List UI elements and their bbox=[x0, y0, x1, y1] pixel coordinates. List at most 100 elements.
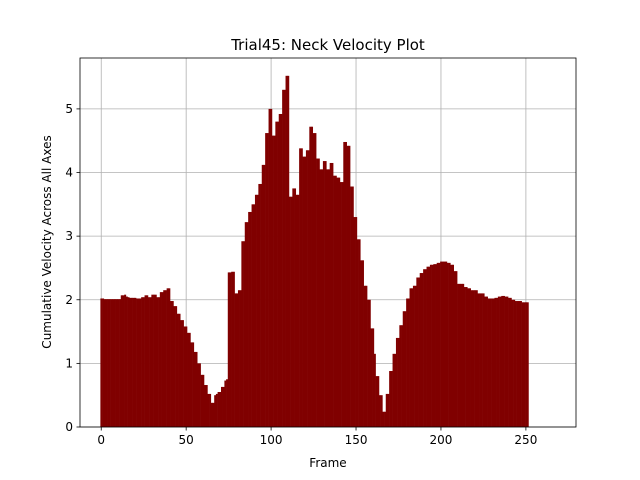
bar bbox=[170, 301, 173, 427]
bar bbox=[282, 89, 285, 427]
bar bbox=[305, 150, 308, 427]
bar bbox=[472, 290, 475, 427]
bar bbox=[202, 374, 205, 427]
bar bbox=[183, 326, 186, 427]
bar bbox=[192, 342, 195, 427]
bar bbox=[373, 353, 376, 427]
bar bbox=[188, 332, 191, 427]
bar bbox=[110, 299, 113, 427]
bar bbox=[229, 272, 232, 427]
bar bbox=[491, 298, 494, 427]
bar bbox=[132, 297, 135, 427]
bar bbox=[181, 320, 184, 427]
bar bbox=[421, 273, 424, 427]
bar bbox=[241, 241, 244, 427]
bar bbox=[302, 156, 305, 428]
bar bbox=[288, 196, 291, 427]
bar bbox=[209, 393, 212, 427]
bar bbox=[467, 288, 470, 427]
bar bbox=[329, 162, 332, 428]
plot-frame bbox=[79, 57, 577, 428]
bar bbox=[468, 288, 471, 427]
y-axis-label: Cumulative Velocity Across All Axes bbox=[40, 135, 54, 348]
bar bbox=[321, 169, 324, 427]
bar bbox=[300, 148, 303, 428]
bar bbox=[387, 393, 390, 427]
bar bbox=[463, 287, 466, 427]
bar bbox=[401, 325, 404, 427]
bar bbox=[249, 211, 252, 427]
bar bbox=[100, 298, 103, 427]
bar bbox=[368, 299, 371, 427]
bar bbox=[119, 299, 122, 427]
y-tick-label: 0 bbox=[65, 420, 73, 434]
bar bbox=[516, 301, 519, 427]
bar bbox=[418, 277, 421, 427]
bar bbox=[236, 293, 239, 427]
bar bbox=[458, 283, 461, 427]
bar bbox=[441, 261, 444, 427]
bar bbox=[161, 292, 164, 427]
bar bbox=[158, 297, 161, 427]
bar bbox=[287, 75, 290, 428]
bars bbox=[100, 75, 529, 428]
bar bbox=[311, 126, 314, 428]
bar bbox=[394, 353, 397, 427]
bar bbox=[147, 297, 150, 427]
bar bbox=[414, 285, 417, 427]
bar bbox=[149, 297, 152, 427]
bar bbox=[113, 299, 116, 427]
bar bbox=[404, 311, 407, 427]
x-tick-label: 150 bbox=[345, 433, 368, 447]
bar bbox=[319, 169, 322, 427]
bar bbox=[136, 298, 139, 427]
bar bbox=[346, 145, 349, 427]
bar bbox=[350, 186, 353, 427]
bar bbox=[108, 299, 111, 427]
bar bbox=[251, 204, 254, 427]
bar bbox=[142, 297, 145, 427]
bar bbox=[187, 332, 190, 427]
bar bbox=[266, 133, 269, 427]
bar bbox=[248, 211, 251, 427]
bar bbox=[372, 328, 375, 427]
bar bbox=[285, 75, 288, 428]
bar bbox=[455, 271, 458, 427]
bar bbox=[197, 363, 200, 427]
bar bbox=[484, 296, 487, 427]
bar bbox=[407, 298, 410, 427]
bar bbox=[445, 261, 448, 427]
bar bbox=[506, 296, 509, 427]
bar bbox=[465, 287, 468, 427]
bar bbox=[271, 135, 274, 427]
bar bbox=[351, 186, 354, 427]
bar bbox=[525, 302, 528, 427]
bar bbox=[480, 293, 483, 427]
bar bbox=[496, 297, 499, 427]
bar bbox=[521, 302, 524, 427]
bar bbox=[173, 306, 176, 427]
bar bbox=[115, 299, 118, 427]
bar bbox=[314, 133, 317, 427]
bar bbox=[504, 296, 507, 427]
bar bbox=[280, 113, 283, 427]
bar bbox=[210, 402, 213, 427]
bar bbox=[141, 297, 144, 427]
bar bbox=[307, 150, 310, 427]
bar bbox=[485, 296, 488, 427]
bar bbox=[107, 299, 110, 427]
bar bbox=[423, 269, 426, 427]
bar bbox=[156, 297, 159, 427]
bar bbox=[253, 204, 256, 427]
bar bbox=[190, 342, 193, 427]
bar bbox=[134, 297, 137, 427]
bar bbox=[278, 113, 281, 427]
bar bbox=[331, 162, 334, 428]
bar bbox=[435, 264, 438, 427]
bar bbox=[348, 145, 351, 427]
bar bbox=[103, 299, 106, 427]
bar bbox=[200, 374, 203, 427]
bar bbox=[395, 337, 398, 427]
bar bbox=[144, 295, 147, 427]
